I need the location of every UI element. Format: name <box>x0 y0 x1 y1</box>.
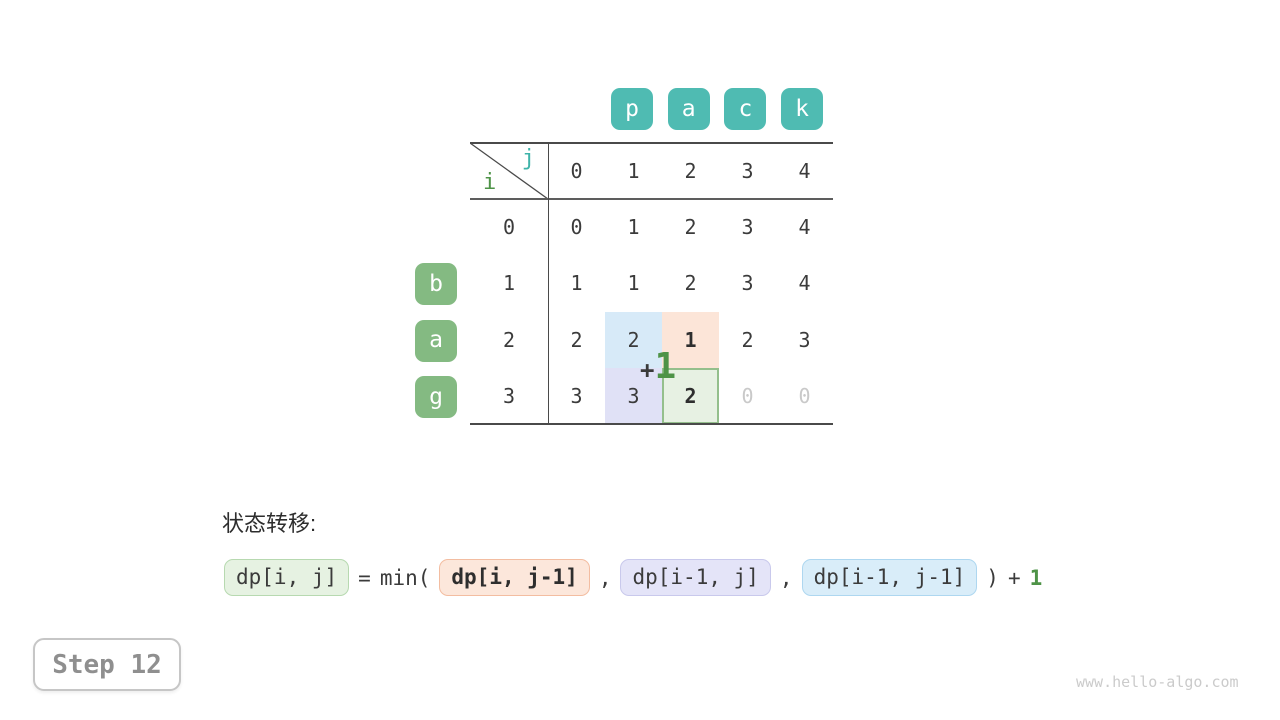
step-badge: Step 12 <box>33 638 181 691</box>
target-word-badges: p a c k <box>611 88 824 130</box>
formula-lhs-pill: dp[i, j] <box>224 559 350 597</box>
formula-arg1-pill: dp[i, j-1] <box>439 559 590 597</box>
dp-cell: 4 <box>798 215 811 240</box>
dp-cell: 4 <box>798 271 811 296</box>
dp-cell: 2 <box>570 327 583 352</box>
row-header: 1 <box>502 271 516 296</box>
paren-close: ) <box>986 565 999 590</box>
source-word-badges: b a g <box>415 263 457 419</box>
row-variable-label: i <box>483 170 497 196</box>
transition-heading: 状态转移: <box>222 511 317 536</box>
plus-one-annotation: + 1 <box>640 349 676 385</box>
col-header: 0 <box>570 159 583 184</box>
char-badge-p: p <box>611 88 653 130</box>
col-header: 3 <box>741 159 754 184</box>
dp-cell-source-left: 3 <box>605 367 662 424</box>
dp-cell: 3 <box>741 215 754 240</box>
col-variable-label: j <box>521 146 535 171</box>
dp-cell: 1 <box>627 271 640 296</box>
table-border-vertical <box>547 141 550 425</box>
dp-table: j i 0 1 2 3 4 0 0 1 2 3 4 1 1 1 2 3 4 2 … <box>470 143 833 424</box>
plus-sign: + <box>640 356 655 384</box>
dp-cell: 3 <box>570 383 583 408</box>
row-header: 2 <box>502 327 516 352</box>
dp-cell-pending: 0 <box>798 383 811 408</box>
formula-arg2-pill: dp[i-1, j] <box>620 559 771 597</box>
char-badge-c: c <box>724 88 767 130</box>
char-badge-k: k <box>781 88 824 130</box>
dp-cell-source-diagonal: 2 <box>605 311 662 368</box>
dp-cell: 0 <box>570 215 583 240</box>
dp-cell: 1 <box>570 271 583 296</box>
dp-cell-pending: 0 <box>741 383 754 408</box>
char-badge-a2: a <box>415 319 457 362</box>
dp-cell: 2 <box>684 271 697 296</box>
min-open: min( <box>379 565 431 590</box>
formula-arg3-pill: dp[i-1, j-1] <box>801 559 978 597</box>
table-border-header <box>470 198 833 200</box>
increment-literal: 1 <box>1029 565 1043 590</box>
comma: , <box>598 565 612 590</box>
watermark: www.hello-algo.com <box>1076 673 1239 691</box>
table-corner-cell: j i <box>470 143 548 199</box>
col-header: 4 <box>798 159 811 184</box>
transition-formula: dp[i, j] = min( dp[i, j-1] , dp[i-1, j] … <box>224 559 1043 597</box>
comma: , <box>779 565 793 590</box>
plus-sign: + <box>1007 565 1021 590</box>
col-header: 2 <box>684 159 697 184</box>
row-header: 3 <box>502 383 516 408</box>
dp-cell: 2 <box>684 215 697 240</box>
dp-cell: 3 <box>741 271 754 296</box>
table-border-bottom <box>470 422 833 425</box>
dp-cell: 1 <box>627 215 640 240</box>
increment-value: 1 <box>654 346 677 387</box>
col-header: 1 <box>627 159 640 184</box>
diagonal-line-icon <box>470 143 548 199</box>
table-border-top <box>470 141 833 144</box>
equals-sign: = <box>358 565 371 590</box>
char-badge-b: b <box>415 263 457 305</box>
dp-cell-source-above: 1 <box>662 311 719 368</box>
dp-cell: 2 <box>741 327 754 352</box>
char-badge-a: a <box>667 88 710 130</box>
char-badge-g: g <box>415 376 457 419</box>
row-header: 0 <box>502 215 516 240</box>
dp-cell: 3 <box>798 327 811 352</box>
